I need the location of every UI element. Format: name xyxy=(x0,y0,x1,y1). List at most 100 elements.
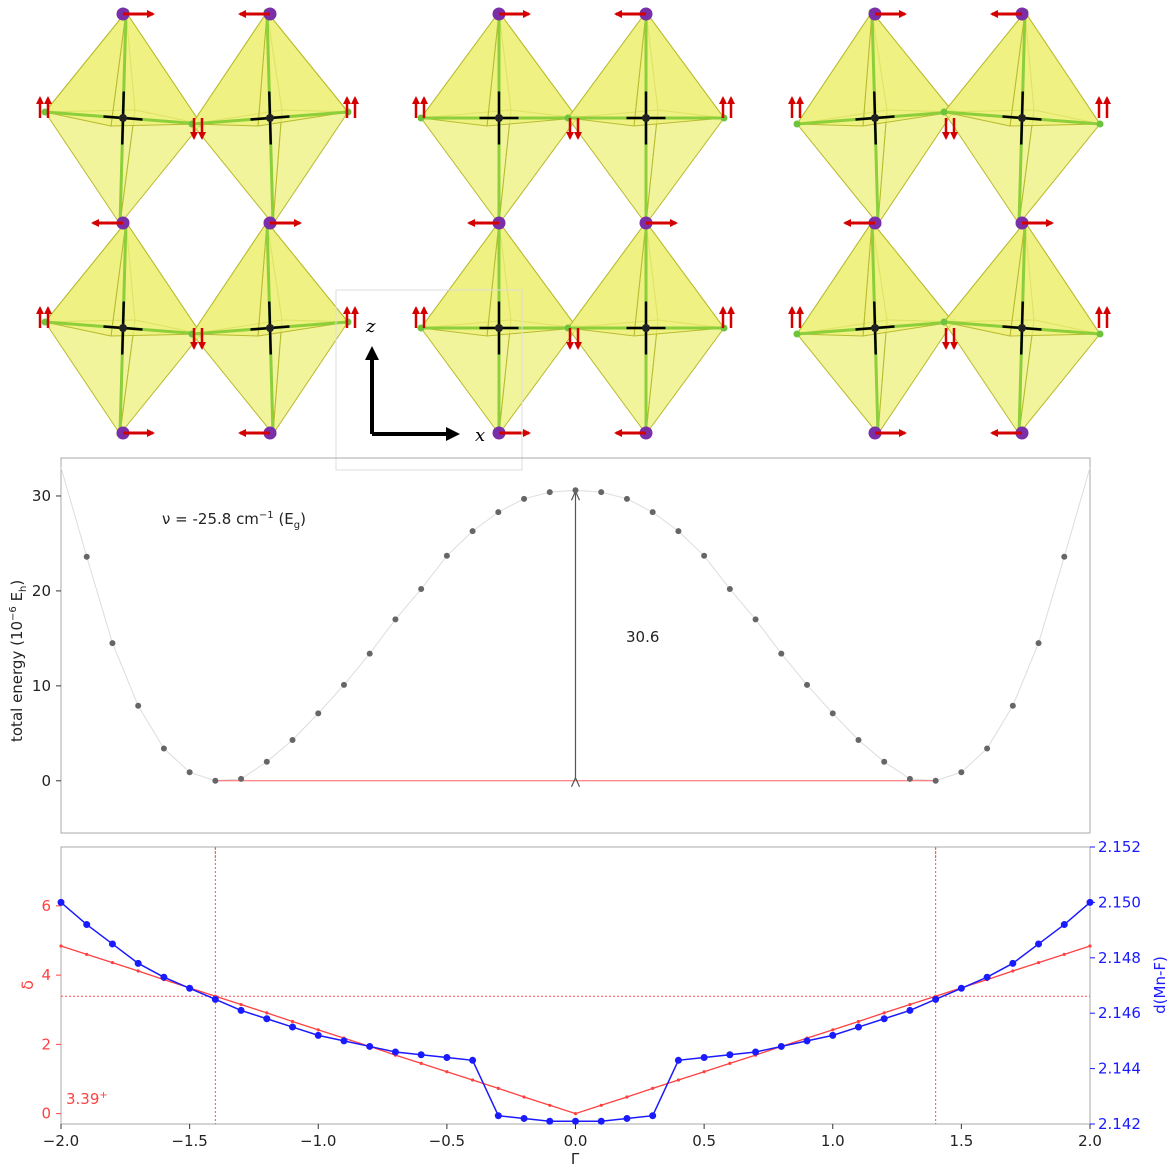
mn-f-bond-core xyxy=(873,301,877,329)
octahedron-face xyxy=(796,220,873,337)
delta-annotation: 3.39+ xyxy=(66,1090,108,1108)
bond-point xyxy=(674,1056,682,1064)
octahedra-structures xyxy=(36,7,1111,440)
octahedron-face xyxy=(567,220,647,337)
mnf6-octahedron xyxy=(940,218,1104,438)
bond-point xyxy=(108,940,116,948)
bond-point xyxy=(906,1006,914,1014)
delta-y-ticks: 0 2 4 6 xyxy=(41,897,61,1123)
bond-y-tick-label: 2.152 xyxy=(1098,838,1141,856)
energy-point xyxy=(829,710,836,717)
delta-y-tick-label: 0 xyxy=(41,1105,51,1123)
delta-x-tick-label: 1.5 xyxy=(949,1132,973,1150)
delta-y-tick-label: 2 xyxy=(41,1035,51,1053)
delta-point xyxy=(59,944,63,948)
delta-point xyxy=(831,1028,835,1032)
delta-point xyxy=(1011,969,1015,973)
octahedron-face xyxy=(44,10,127,127)
delta-x-tick-label: 2.0 xyxy=(1078,1132,1102,1150)
bond-point xyxy=(443,1054,451,1062)
energy-y-label: total energy (10−6 Eh) xyxy=(8,580,29,742)
energy-point xyxy=(701,552,708,559)
energy-point xyxy=(752,616,759,623)
mn-f-bond-core xyxy=(268,327,272,355)
octahedron-face xyxy=(272,319,349,436)
energy-point xyxy=(778,650,785,657)
energy-point xyxy=(675,528,682,535)
energy-point xyxy=(160,745,167,752)
mn-f-bond-core xyxy=(268,301,272,329)
bond-point xyxy=(366,1042,374,1050)
energy-point xyxy=(804,681,811,688)
energy-point xyxy=(572,487,579,494)
mn-f-bond-core xyxy=(1020,327,1024,355)
octahedron-face xyxy=(44,220,127,337)
octahedron-face xyxy=(796,319,888,436)
octahedron-face xyxy=(943,10,1026,127)
bond-y-tick-label: 2.142 xyxy=(1098,1115,1141,1133)
bond-point xyxy=(237,1006,245,1014)
energy-point xyxy=(546,489,553,496)
barrier-annotation: 30.6 xyxy=(626,628,659,646)
bond-point xyxy=(134,959,142,967)
bond-point xyxy=(494,1112,502,1120)
bond-y-label: d(Mn-F) xyxy=(1151,956,1169,1014)
bond-point xyxy=(1086,898,1094,906)
bond-point xyxy=(83,921,91,929)
mn-atom xyxy=(266,324,274,332)
structure-panel-1 xyxy=(36,7,359,440)
delta-point xyxy=(239,1002,243,1007)
energy-point xyxy=(1009,702,1016,709)
bond-point xyxy=(391,1048,399,1056)
octahedron-face xyxy=(272,109,349,226)
octahedron-face xyxy=(420,10,500,127)
energy-point xyxy=(186,769,193,776)
delta-point xyxy=(1036,961,1041,965)
bond-point xyxy=(752,1048,760,1056)
mn-f-bond-core xyxy=(121,91,125,119)
delta-point xyxy=(85,952,89,956)
mn-atom xyxy=(119,324,127,332)
energy-point xyxy=(315,710,322,717)
delta-point xyxy=(728,1061,732,1066)
delta-x-tick-label: −1.0 xyxy=(300,1132,336,1150)
energy-point xyxy=(649,509,656,516)
bond-point xyxy=(803,1037,811,1045)
energy-point xyxy=(83,553,90,560)
energy-point xyxy=(984,745,991,752)
octahedron-face xyxy=(191,109,283,226)
mn-atom xyxy=(871,114,879,122)
octahedron-face xyxy=(567,10,647,127)
bond-point xyxy=(1009,959,1017,967)
octahedron-face xyxy=(191,220,268,337)
delta-guides xyxy=(61,847,1090,1124)
bond-point xyxy=(211,995,219,1003)
octahedron-face xyxy=(645,319,725,436)
energy-point xyxy=(623,495,630,502)
delta-point xyxy=(676,1078,681,1082)
delta-point xyxy=(136,969,140,973)
mnf6-octahedron xyxy=(188,8,352,228)
energy-point xyxy=(238,775,245,782)
energy-point xyxy=(1035,640,1042,647)
octahedron-face xyxy=(645,109,725,226)
mn-f-bond-core xyxy=(121,117,125,145)
energy-point xyxy=(855,736,862,743)
energy-plot-frame xyxy=(60,457,1091,834)
mn-f-bond-core xyxy=(1020,117,1024,145)
x-axis-label: x xyxy=(475,425,485,446)
mnf6-octahedron xyxy=(41,8,205,228)
bond-point xyxy=(340,1037,348,1045)
bond-point xyxy=(957,984,965,992)
energy-point xyxy=(932,777,939,784)
delta-x-label: Γ xyxy=(571,1150,580,1168)
delta-x-tick-label: −1.5 xyxy=(171,1132,207,1150)
mn-atom xyxy=(495,324,503,332)
energy-y-tick-label: 10 xyxy=(32,677,51,695)
delta-point xyxy=(445,1070,449,1074)
energy-point xyxy=(340,681,347,688)
mn-f-bond-core xyxy=(873,327,877,355)
energy-point xyxy=(443,552,450,559)
delta-point xyxy=(651,1086,655,1090)
energy-point xyxy=(263,758,270,765)
